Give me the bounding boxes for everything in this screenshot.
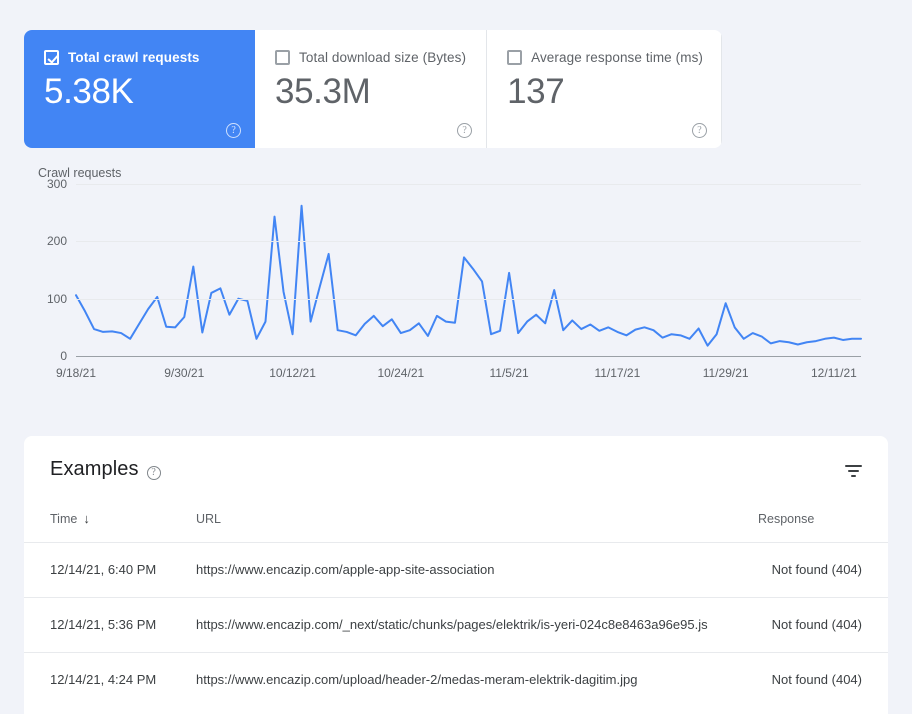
metric-card-average-response-time[interactable]: Average response time (ms) 137 ?	[487, 30, 722, 148]
metric-label: Total download size (Bytes)	[299, 50, 467, 65]
checkbox-average-response-time[interactable]	[507, 50, 523, 65]
gridline-0: 0	[60, 349, 861, 363]
metric-card-total-download-size[interactable]: Total download size (Bytes) 35.3M ?	[255, 30, 488, 148]
cell-response: Not found (404)	[758, 542, 888, 598]
metric-header: Total download size (Bytes)	[275, 50, 468, 65]
cell-response: Not found (404)	[758, 597, 888, 653]
metric-label: Average response time (ms)	[531, 50, 704, 65]
help-icon[interactable]: ?	[146, 466, 161, 480]
cell-url[interactable]: https://www.encazip.com/apple-app-site-a…	[196, 542, 758, 598]
filter-bar-middle	[847, 470, 859, 472]
crawl-requests-line-series	[76, 184, 861, 356]
x-axis-tick-label: 10/12/21	[269, 366, 316, 380]
cell-time: 12/14/21, 6:40 PM	[24, 542, 196, 598]
table-header: Time ↓ URL Response	[24, 504, 888, 543]
table-row[interactable]: 12/14/21, 5:36 PM https://www.encazip.com…	[24, 597, 888, 653]
x-axis-tick-label: 11/17/21	[594, 366, 641, 380]
filter-bar-top	[844, 465, 862, 467]
x-axis-tick-label: 10/24/21	[377, 366, 425, 380]
table-row[interactable]: 12/14/21, 4:24 PM https://www.encazip.com…	[24, 652, 888, 707]
filter-bar-bottom	[850, 475, 856, 477]
cell-url[interactable]: https://www.encazip.com/_next/static/chu…	[196, 597, 758, 653]
y-axis-tick-label: 100	[46, 291, 67, 306]
table-header-row: Time ↓ URL Response	[24, 504, 888, 543]
chart-plot[interactable]: 0 100 200 300 9/18/21 9/30/21 10/12/21 10/24/21…	[47, 177, 861, 380]
metric-value: 35.3M	[275, 72, 371, 111]
column-header-url[interactable]: URL	[196, 512, 222, 526]
column-header-response[interactable]: Response	[758, 512, 815, 526]
x-axis-tick-label: 9/18/21	[55, 366, 97, 380]
cell-time: 12/14/21, 5:36 PM	[24, 597, 196, 653]
examples-card: Examples ? Time ↓ URL Response 12/14/21, …	[24, 436, 888, 714]
metric-card-total-crawl-requests[interactable]: Total crawl requests 5.38K ?	[24, 30, 256, 148]
x-axis-tick-label: 11/5/21	[489, 366, 529, 380]
examples-header: Examples ?	[24, 436, 888, 504]
metric-label: Total crawl requests	[68, 50, 200, 65]
help-icon[interactable]: ?	[226, 123, 242, 138]
y-axis-tick-label: 0	[60, 349, 67, 363]
y-axis-tick-label: 200	[46, 234, 67, 249]
gridline-300: 300	[47, 177, 861, 191]
checkbox-total-download-size[interactable]	[275, 50, 291, 65]
filter-icon[interactable]	[840, 458, 866, 484]
gridline-100: 100	[47, 292, 861, 306]
checkbox-total-crawl-requests[interactable]	[44, 50, 59, 65]
examples-title: Examples	[50, 458, 139, 480]
sort-descending-icon: ↓	[83, 511, 90, 526]
help-icon[interactable]: ?	[692, 123, 708, 138]
help-icon[interactable]: ?	[457, 123, 473, 138]
x-axis-tick-label: 9/30/21	[164, 366, 205, 380]
chart-title: Crawl requests	[38, 166, 122, 180]
x-axis-tick-label: 12/11/21	[811, 366, 857, 380]
chart-area: Crawl requests 0 100 200 300 9/18/21 9/30/21 1…	[24, 160, 888, 410]
metric-header: Average response time (ms)	[507, 50, 703, 65]
gridline-200: 200	[47, 234, 861, 248]
metric-value: 5.38K	[44, 72, 134, 111]
x-axis-tick-label: 11/29/21	[702, 366, 749, 380]
table-body: 12/14/21, 6:40 PM https://www.encazip.com…	[24, 542, 888, 707]
column-header-time-label: Time	[50, 512, 78, 526]
metrics-summary-card: Total crawl requests 5.38K ? Total downl…	[24, 30, 722, 148]
metric-value: 137	[507, 72, 565, 111]
cell-time: 12/14/21, 4:24 PM	[24, 652, 196, 707]
column-header-time[interactable]: Time ↓	[24, 504, 196, 543]
table-row[interactable]: 12/14/21, 6:40 PM https://www.encazip.com…	[24, 542, 888, 598]
y-axis-tick-label: 300	[46, 177, 67, 191]
metric-header: Total crawl requests	[44, 50, 237, 65]
examples-table: Time ↓ URL Response 12/14/21, 6:40 PM http…	[24, 504, 888, 707]
cell-url[interactable]: https://www.encazip.com/upload/header-2/…	[196, 652, 758, 707]
cell-response: Not found (404)	[758, 652, 888, 707]
